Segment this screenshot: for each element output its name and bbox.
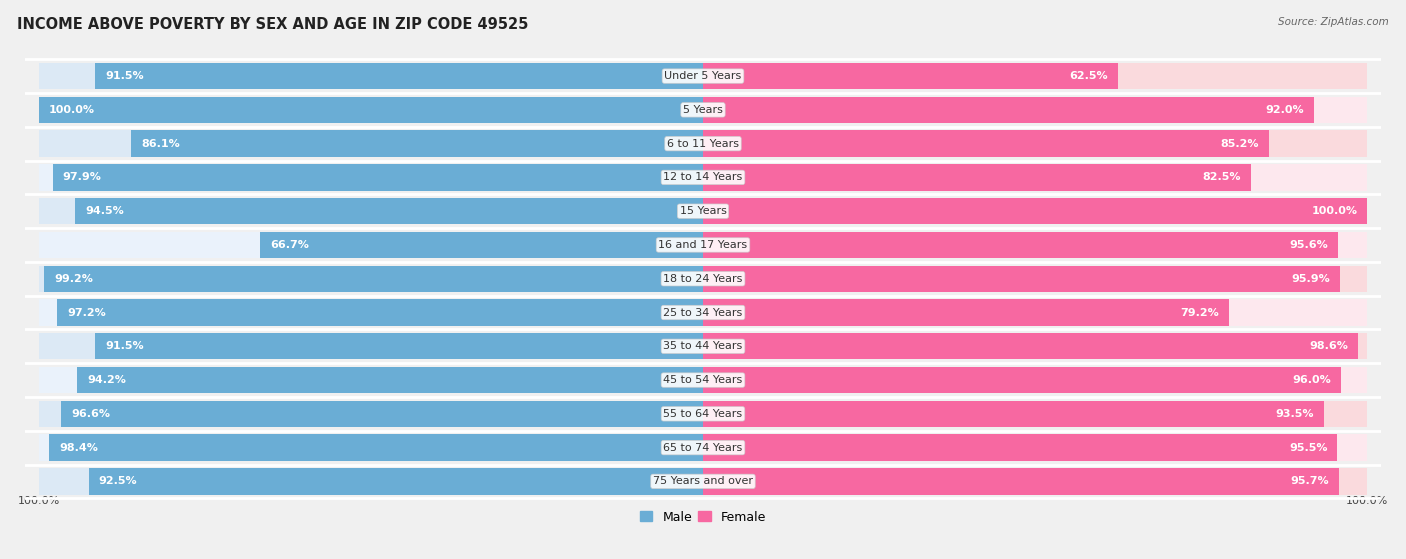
Text: 93.5%: 93.5% — [1275, 409, 1315, 419]
Text: 95.9%: 95.9% — [1291, 274, 1330, 284]
Bar — [49, 434, 703, 461]
Text: 35 to 44 Years: 35 to 44 Years — [664, 342, 742, 351]
Bar — [58, 299, 703, 326]
Bar — [703, 468, 1367, 495]
Bar — [703, 130, 1270, 157]
Text: 95.6%: 95.6% — [1289, 240, 1329, 250]
Bar — [703, 97, 1315, 123]
Text: 96.6%: 96.6% — [72, 409, 110, 419]
Text: 99.2%: 99.2% — [53, 274, 93, 284]
Text: 16 and 17 Years: 16 and 17 Years — [658, 240, 748, 250]
Bar — [39, 299, 703, 326]
Bar — [703, 401, 1324, 427]
Text: 91.5%: 91.5% — [105, 342, 143, 351]
Bar — [703, 333, 1367, 359]
Text: 62.5%: 62.5% — [1070, 71, 1108, 81]
Bar — [77, 367, 703, 393]
Text: 92.0%: 92.0% — [1265, 105, 1305, 115]
Bar — [703, 130, 1367, 157]
Text: 98.6%: 98.6% — [1309, 342, 1348, 351]
Bar — [52, 164, 703, 191]
Legend: Male, Female: Male, Female — [636, 505, 770, 529]
Bar — [703, 367, 1367, 393]
Text: 82.5%: 82.5% — [1202, 172, 1241, 182]
Text: 45 to 54 Years: 45 to 54 Years — [664, 375, 742, 385]
Text: 86.1%: 86.1% — [141, 139, 180, 149]
Bar — [39, 401, 703, 427]
Bar — [703, 266, 1367, 292]
Bar — [703, 266, 1340, 292]
Text: 15 Years: 15 Years — [679, 206, 727, 216]
Text: 94.2%: 94.2% — [87, 375, 127, 385]
Text: 5 Years: 5 Years — [683, 105, 723, 115]
Text: 96.0%: 96.0% — [1292, 375, 1330, 385]
Bar — [39, 63, 703, 89]
Bar — [703, 434, 1367, 461]
Bar — [703, 299, 1367, 326]
Bar — [703, 164, 1251, 191]
Bar — [703, 198, 1367, 224]
Text: 85.2%: 85.2% — [1220, 139, 1258, 149]
Text: 95.5%: 95.5% — [1289, 443, 1327, 453]
Text: 94.5%: 94.5% — [86, 206, 124, 216]
Bar — [260, 232, 703, 258]
Text: 12 to 14 Years: 12 to 14 Years — [664, 172, 742, 182]
Bar — [39, 367, 703, 393]
Bar — [39, 97, 703, 123]
Bar — [39, 97, 703, 123]
Bar — [39, 468, 703, 495]
Bar — [131, 130, 703, 157]
Text: 79.2%: 79.2% — [1181, 307, 1219, 318]
Text: 66.7%: 66.7% — [270, 240, 309, 250]
Bar — [703, 232, 1367, 258]
Bar — [703, 232, 1339, 258]
Text: 97.2%: 97.2% — [67, 307, 105, 318]
Text: 65 to 74 Years: 65 to 74 Years — [664, 443, 742, 453]
Bar — [39, 130, 703, 157]
Bar — [703, 164, 1367, 191]
Text: 100.0%: 100.0% — [1312, 206, 1357, 216]
Text: 25 to 34 Years: 25 to 34 Years — [664, 307, 742, 318]
Bar — [39, 434, 703, 461]
Text: 100.0%: 100.0% — [18, 496, 60, 506]
Text: 55 to 64 Years: 55 to 64 Years — [664, 409, 742, 419]
Bar — [76, 198, 703, 224]
Text: Under 5 Years: Under 5 Years — [665, 71, 741, 81]
Bar — [703, 401, 1367, 427]
Bar — [96, 63, 703, 89]
Bar — [39, 266, 703, 292]
Text: 18 to 24 Years: 18 to 24 Years — [664, 274, 742, 284]
Bar — [39, 232, 703, 258]
Bar — [44, 266, 703, 292]
Text: INCOME ABOVE POVERTY BY SEX AND AGE IN ZIP CODE 49525: INCOME ABOVE POVERTY BY SEX AND AGE IN Z… — [17, 17, 529, 32]
Bar — [703, 63, 1118, 89]
Bar — [703, 63, 1367, 89]
Text: 98.4%: 98.4% — [59, 443, 98, 453]
Bar — [39, 198, 703, 224]
Text: 97.9%: 97.9% — [63, 172, 101, 182]
Bar — [39, 164, 703, 191]
Bar — [96, 333, 703, 359]
Bar — [703, 97, 1367, 123]
Text: 91.5%: 91.5% — [105, 71, 143, 81]
Bar — [703, 333, 1358, 359]
Text: 100.0%: 100.0% — [49, 105, 94, 115]
Text: 75 Years and over: 75 Years and over — [652, 476, 754, 486]
Bar — [703, 468, 1339, 495]
Text: 92.5%: 92.5% — [98, 476, 138, 486]
Bar — [39, 333, 703, 359]
Text: 95.7%: 95.7% — [1291, 476, 1329, 486]
Text: 6 to 11 Years: 6 to 11 Years — [666, 139, 740, 149]
Bar — [703, 198, 1367, 224]
Bar — [703, 367, 1341, 393]
Bar — [62, 401, 703, 427]
Bar — [703, 434, 1337, 461]
Text: Source: ZipAtlas.com: Source: ZipAtlas.com — [1278, 17, 1389, 27]
Bar — [703, 299, 1229, 326]
Text: 100.0%: 100.0% — [1346, 496, 1388, 506]
Bar — [89, 468, 703, 495]
